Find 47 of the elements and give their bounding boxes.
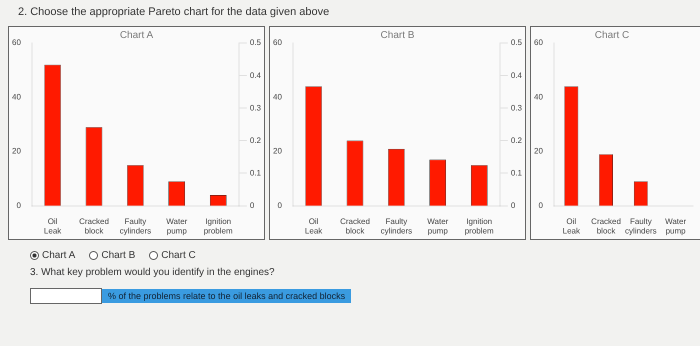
y-tick-label: 0	[538, 201, 544, 210]
y-tick-label: 40	[272, 92, 282, 102]
y2-tick-label: 0.3	[250, 103, 262, 112]
x-tick-label: Water pump	[665, 216, 686, 236]
y2-tick-label: 0.4	[510, 70, 523, 80]
y2-tick-label: 0.2	[510, 136, 523, 145]
y-tick-label: 20	[534, 146, 544, 156]
y-tick-label: 40	[534, 92, 544, 102]
text: 3. What key problem would you identify in the engines?	[30, 267, 276, 278]
y-tick-label: 60	[534, 38, 544, 48]
y-tick-label: 0	[16, 201, 22, 210]
y2-tick-label: 0.2	[250, 136, 262, 145]
x-tick-label: Water pump	[166, 216, 188, 236]
x-tick-label: Faulty cylinders	[120, 216, 152, 236]
y2-tick-label: 0.1	[250, 168, 262, 178]
y-tick-label: 20	[272, 146, 282, 156]
text: Chart C	[160, 250, 196, 261]
y2-tick-label: 0.5	[510, 38, 523, 48]
y2-tick-label: 0.3	[510, 103, 523, 112]
y2-tick-label: 0	[250, 201, 255, 210]
x-tick-label: Faulty cylinders	[380, 216, 412, 236]
x-tick-label: Cracked block	[79, 216, 109, 236]
x-tick-label: Water pump	[427, 216, 449, 236]
text: 2. Choose the appropriate Pareto chart for the data given above	[18, 6, 330, 18]
y2-tick-label: 0.1	[510, 168, 523, 178]
text: Chart B	[100, 250, 136, 261]
x-tick-label: Faulty cylinders	[625, 216, 657, 236]
x-tick-label: Ignition problem	[204, 216, 233, 236]
y-tick-label: 60	[272, 38, 282, 48]
chart-title: Chart C	[594, 30, 630, 41]
y-tick-label: 0	[277, 201, 282, 210]
x-tick-label: Cracked block	[591, 216, 621, 236]
text: % of the problems relate to the oil leaks and cracked blocks	[102, 289, 352, 303]
y2-tick-label: 0	[510, 201, 516, 210]
y-tick-label: 20	[12, 146, 22, 156]
y-tick-label: 60	[12, 38, 22, 48]
chart-title: Chart A	[120, 30, 154, 41]
x-tick-label: Oil Leak	[304, 216, 324, 236]
chart-title: Chart B	[380, 30, 415, 41]
x-tick-label: Cracked block	[340, 216, 370, 236]
x-tick-label: Ignition problem	[464, 216, 494, 236]
y2-tick-label: 0.5	[250, 38, 262, 48]
x-tick-label: Oil Leak	[562, 216, 581, 236]
text: Chart A	[41, 250, 76, 261]
y2-tick-label: 0.4	[250, 70, 262, 80]
x-tick-label: Oil Leak	[44, 216, 62, 236]
y-tick-label: 40	[12, 92, 22, 102]
